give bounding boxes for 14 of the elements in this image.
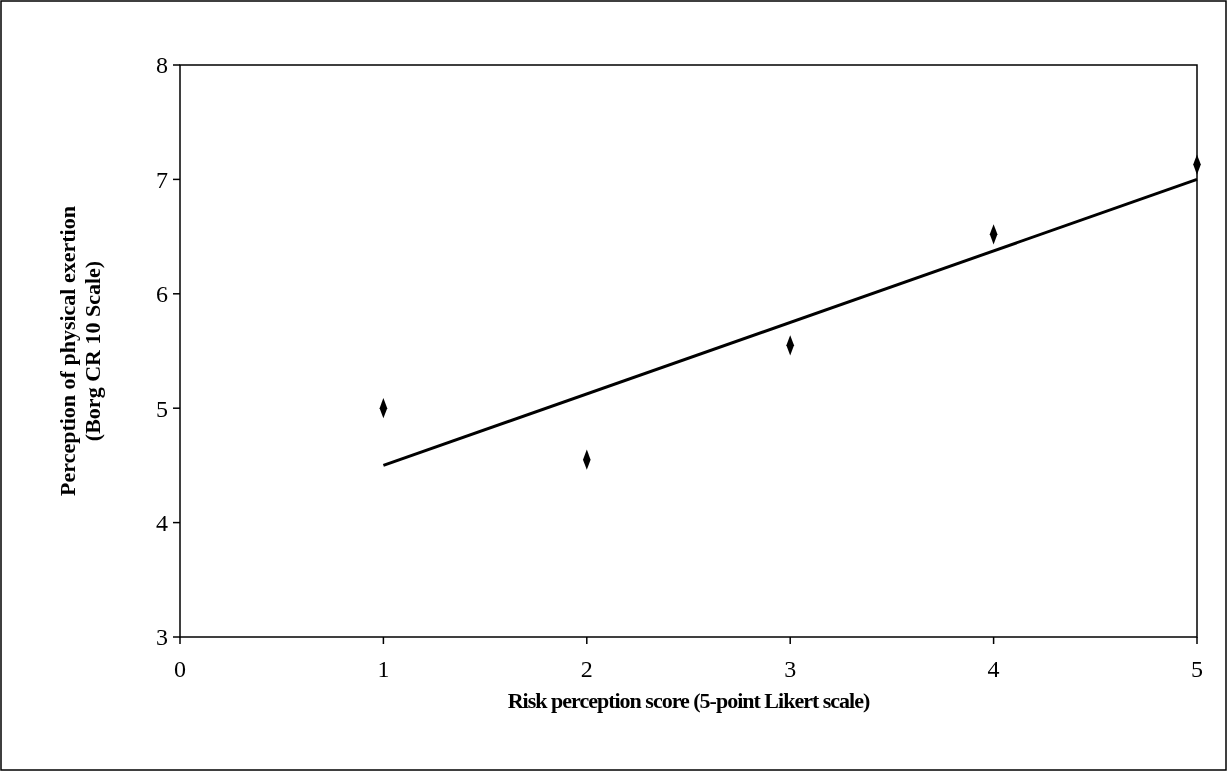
x-tick-label: 3: [784, 656, 797, 682]
x-tick-label: 1: [377, 656, 390, 682]
y-axis-title: Perception of physical exertion (Borg CR 10 Scale): [55, 206, 105, 496]
x-axis-title: Risk perception score (5-point Likert scale): [507, 688, 870, 713]
x-tick-label: 5: [1191, 656, 1203, 682]
y-tick-label: 5: [156, 395, 168, 422]
x-tick-label: 4: [987, 656, 1000, 682]
x-tick-label: 0: [174, 656, 186, 682]
y-tick-label: 4: [156, 510, 168, 536]
y-tick-label: 7: [156, 166, 168, 193]
x-tick-label: 2: [580, 656, 593, 682]
y-tick-label: 8: [156, 52, 168, 79]
y-tick-label: 6: [156, 281, 168, 308]
y-tick-label: 3: [156, 624, 168, 651]
